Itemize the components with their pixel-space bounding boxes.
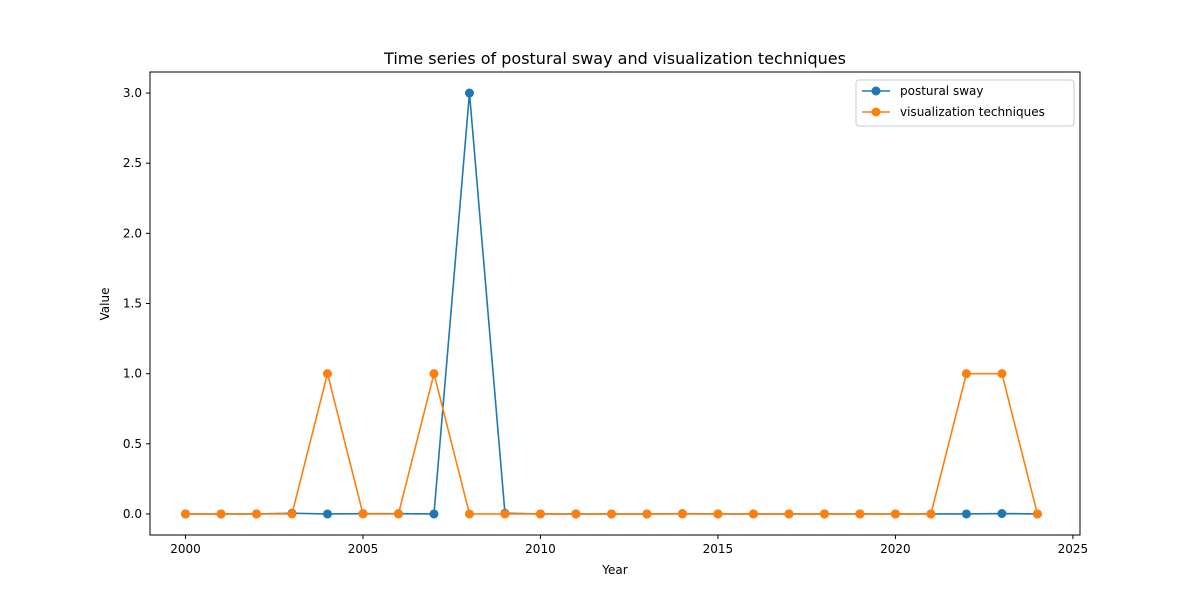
legend: postural sway visualization techniques: [855, 79, 1075, 127]
y-tick-label: 0.5: [123, 437, 142, 451]
series-layer: [180, 88, 1042, 519]
x-tick-label: 2025: [1058, 542, 1089, 556]
data-point: [251, 509, 261, 519]
x-tick-label: 2015: [703, 542, 734, 556]
data-point: [748, 509, 758, 519]
data-point: [464, 509, 474, 519]
legend-marker: [871, 86, 881, 96]
y-tick-label: 1.5: [123, 297, 142, 311]
data-point: [677, 509, 687, 519]
data-point: [997, 369, 1007, 379]
data-point: [393, 509, 403, 519]
legend-label: visualization techniques: [900, 105, 1045, 119]
y-tick-label: 0.0: [123, 507, 142, 521]
x-tick-label: 2020: [880, 542, 911, 556]
data-point: [287, 509, 297, 519]
x-tick-label: 2005: [348, 542, 379, 556]
legend-frame: [855, 79, 1075, 127]
data-point: [819, 509, 829, 519]
x-axis-label: Year: [601, 563, 627, 577]
legend-marker: [871, 107, 881, 117]
data-point: [500, 509, 510, 519]
chart-title: Time series of postural sway and visuali…: [383, 49, 846, 68]
y-tick-label: 3.0: [123, 86, 142, 100]
data-point: [216, 509, 226, 519]
data-point: [890, 509, 900, 519]
data-point: [180, 509, 190, 519]
data-point: [322, 509, 332, 519]
data-point: [1032, 509, 1042, 519]
data-point: [713, 509, 723, 519]
data-point: [429, 509, 439, 519]
data-point: [855, 509, 865, 519]
y-tick-label: 1.0: [123, 367, 142, 381]
y-tick-label: 2.5: [123, 156, 142, 170]
data-point: [961, 369, 971, 379]
y-axis-label: Value: [98, 288, 112, 321]
legend-label: postural sway: [900, 84, 983, 98]
y-tick-label: 2.0: [123, 226, 142, 240]
data-point: [358, 509, 368, 519]
data-point: [642, 509, 652, 519]
data-point: [997, 509, 1007, 519]
data-point: [961, 509, 971, 519]
x-tick-label: 2010: [525, 542, 556, 556]
data-point: [606, 509, 616, 519]
data-point: [429, 369, 439, 379]
data-point: [322, 369, 332, 379]
x-tick-label: 2000: [170, 542, 201, 556]
data-point: [535, 509, 545, 519]
axes-frame: [149, 71, 1081, 536]
data-point: [571, 509, 581, 519]
data-point: [784, 509, 794, 519]
axes-layer: 2000 2005 2010 2015 2020 2025 0.0 0.5 1.0 1.5 2.0 2…: [123, 71, 1089, 556]
data-point: [464, 88, 474, 98]
data-point: [926, 509, 936, 519]
